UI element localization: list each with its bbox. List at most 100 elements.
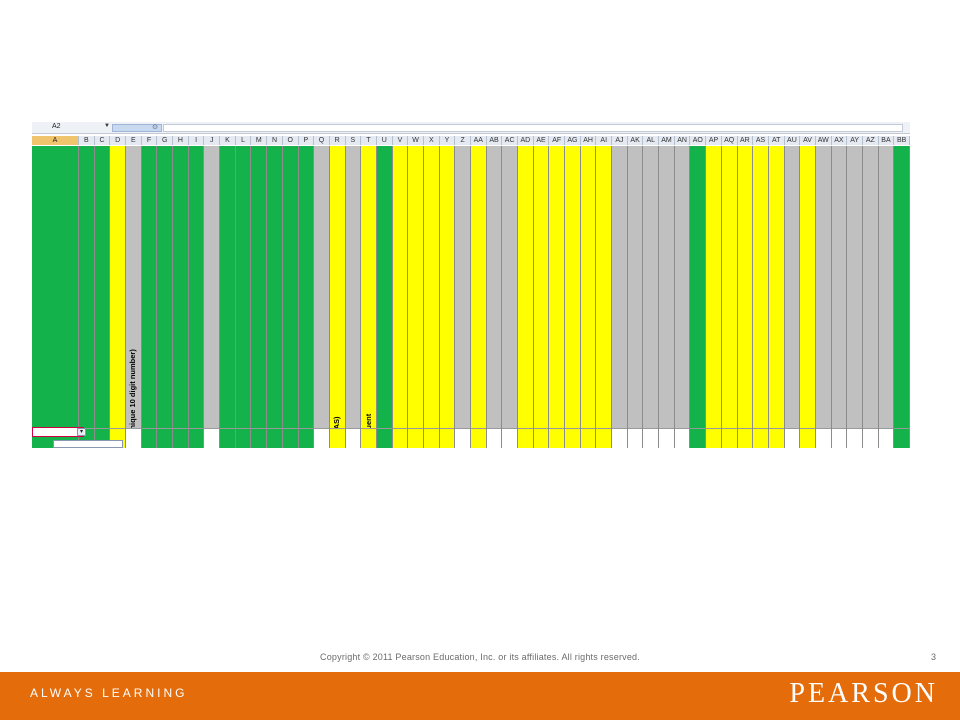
header-cell-at[interactable]: Project Graduation: [768, 146, 785, 448]
column-letter-ae[interactable]: AE: [533, 136, 550, 145]
data-cells[interactable]: [627, 428, 643, 448]
header-cell-ao[interactable]: Online Testing: [690, 146, 707, 448]
header-cell-au[interactable]: Retest for College Readiness: [784, 146, 801, 448]
header-cell-aa[interactable]: Formerly LEP: [470, 146, 487, 448]
formula-input[interactable]: [163, 124, 903, 132]
column-letter-k[interactable]: K: [220, 136, 236, 145]
formula-buttons[interactable]: ⊙: [112, 124, 162, 132]
header-cell-d[interactable]: Student Middle Initial: [110, 146, 127, 448]
header-cell-az[interactable]: Code TLN: [862, 146, 879, 448]
data-cells[interactable]: [674, 428, 690, 448]
header-cell-o[interactable]: Ethnicity: Hispanic: [282, 146, 299, 448]
data-cells[interactable]: [267, 428, 282, 448]
header-cell-al[interactable]: Special Code-C: [643, 146, 660, 448]
column-letter-av[interactable]: AV: [800, 136, 816, 145]
column-letter-as[interactable]: AS: [753, 136, 769, 145]
column-letter-aw[interactable]: AW: [815, 136, 832, 145]
column-letter-aq[interactable]: AQ: [721, 136, 738, 145]
data-cells[interactable]: [612, 428, 627, 448]
data-cells[interactable]: [188, 428, 204, 448]
column-letter-w[interactable]: W: [408, 136, 424, 145]
header-cell-af[interactable]: AYP Adjustment-A: [549, 146, 566, 448]
header-cell-aj[interactable]: Special Code-A: [612, 146, 628, 448]
header-cell-as[interactable]: Term Grad: [753, 146, 769, 448]
header-cell-aw[interactable]: Z-Code-B: [815, 146, 832, 448]
data-cells[interactable]: [706, 428, 721, 448]
column-letter-v[interactable]: V: [392, 136, 409, 145]
header-cell-i[interactable]: Group Name: [188, 146, 205, 448]
header-cell-x[interactable]: ELL Literacy Score: [423, 146, 440, 448]
header-cell-r[interactable]: Title I/Targeted Assistance Services (TA…: [329, 146, 346, 448]
column-letter-x[interactable]: X: [423, 136, 440, 145]
column-letter-ad[interactable]: AD: [518, 136, 534, 145]
data-cells[interactable]: [737, 428, 753, 448]
name-box-dropdown-icon[interactable]: ▼: [104, 123, 110, 129]
column-letter-u[interactable]: U: [376, 136, 393, 145]
data-cells[interactable]: [831, 428, 847, 448]
data-cells[interactable]: [423, 428, 439, 448]
header-cell-v[interactable]: ELL Test Tier: [392, 146, 409, 448]
data-cells[interactable]: [298, 428, 314, 448]
data-cells[interactable]: [659, 428, 674, 448]
header-cell-e[interactable]: Login ID (if not provided, defaults to u…: [126, 146, 142, 448]
column-letter-m[interactable]: M: [251, 136, 268, 145]
header-cell-l[interactable]: Grade: [235, 146, 252, 448]
data-cells[interactable]: [533, 428, 549, 448]
header-cell-ac[interactable]: X-Code-C: [502, 146, 518, 448]
header-cell-h[interactable]: Test Code: [173, 146, 189, 448]
header-cell-bb[interactable]: End of Record: [894, 146, 910, 448]
data-cells[interactable]: [235, 428, 251, 448]
data-cells[interactable]: [408, 428, 423, 448]
header-cell-ax[interactable]: Z-Code-C: [831, 146, 848, 448]
column-letter-an[interactable]: AN: [674, 136, 691, 145]
data-cells[interactable]: [220, 428, 235, 448]
data-cells[interactable]: [157, 428, 173, 448]
header-cell-ba[interactable]: Code TFN: [878, 146, 895, 448]
header-cell-u[interactable]: N-Code/Economically Disadvantaged: [376, 146, 393, 448]
header-cell-k[interactable]: Date of Birth: [220, 146, 236, 448]
data-cells[interactable]: [580, 428, 596, 448]
data-cells[interactable]: [282, 428, 298, 448]
data-cells[interactable]: [784, 428, 800, 448]
column-letter-az[interactable]: AZ: [862, 136, 879, 145]
data-cells[interactable]: [329, 428, 345, 448]
column-letter-ai[interactable]: AI: [596, 136, 613, 145]
data-cells[interactable]: [173, 428, 188, 448]
header-cell-an[interactable]: Local Use Data: [674, 146, 691, 448]
column-letter-af[interactable]: AF: [549, 136, 566, 145]
header-cell-z[interactable]: Temporary Condition: [455, 146, 471, 448]
column-letter-t[interactable]: T: [361, 136, 377, 145]
data-cells[interactable]: [878, 428, 894, 448]
data-cells[interactable]: [862, 428, 878, 448]
data-cells[interactable]: [518, 428, 533, 448]
header-cell-ar[interactable]: D-Code: [737, 146, 754, 448]
header-cell-am[interactable]: RP-Code: [659, 146, 675, 448]
header-cell-m[interactable]: Gender: [251, 146, 268, 448]
header-cell-ah[interactable]: AYP Adjustment-C: [580, 146, 597, 448]
data-cells[interactable]: [800, 428, 815, 448]
column-letter-p[interactable]: P: [298, 136, 315, 145]
header-cell-w[interactable]: ELL Composite Score: [408, 146, 424, 448]
header-cell-ab[interactable]: X-Code-B: [486, 146, 503, 448]
header-cell-c[interactable]: Student First Name: [94, 146, 111, 448]
data-cells[interactable]: [768, 428, 784, 448]
column-letter-ac[interactable]: AC: [502, 136, 518, 145]
header-cell-j[interactable]: Group Code: [204, 146, 221, 448]
column-letter-aa[interactable]: AA: [470, 136, 487, 145]
data-cells[interactable]: [376, 428, 392, 448]
column-letter-ax[interactable]: AX: [831, 136, 848, 145]
header-cell-f[interactable]: Division Code: [141, 146, 158, 448]
data-cells[interactable]: [204, 428, 220, 448]
column-letter-ap[interactable]: AP: [706, 136, 722, 145]
column-letter-d[interactable]: D: [110, 136, 127, 145]
header-cell-s[interactable]: Student Category-Homeless: [345, 146, 362, 448]
header-cell-b[interactable]: Student Last Name: [79, 146, 95, 448]
column-letter-al[interactable]: AL: [643, 136, 660, 145]
data-cells[interactable]: [643, 428, 659, 448]
column-letter-ao[interactable]: AO: [690, 136, 707, 145]
column-letter-ak[interactable]: AK: [627, 136, 644, 145]
data-cells[interactable]: [141, 428, 157, 448]
column-letter-r[interactable]: R: [329, 136, 346, 145]
dropdown-arrow-icon[interactable]: ▾: [77, 428, 86, 436]
header-cell-a[interactable]: Administration: [32, 146, 79, 448]
